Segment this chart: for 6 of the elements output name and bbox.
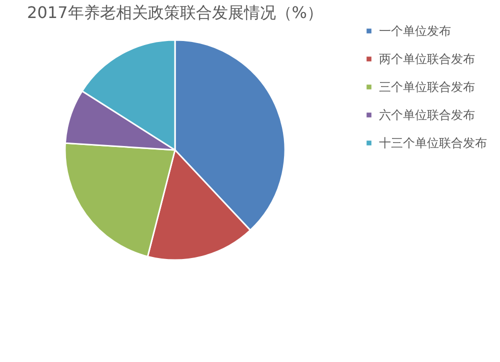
legend-label: 六个单位联合发布: [379, 108, 475, 122]
legend-label: 一个单位发布: [379, 24, 451, 38]
legend-label: 两个单位联合发布: [379, 52, 475, 66]
legend-label: 十三个单位联合发布: [379, 136, 487, 150]
legend-label: 三个单位联合发布: [379, 80, 475, 94]
chart-title: 2017年养老相关政策联合发展情况（%）: [27, 3, 323, 22]
